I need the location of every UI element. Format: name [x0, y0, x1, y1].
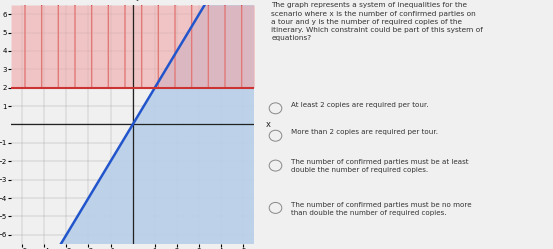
Text: The number of confirmed parties must be at least
double the number of required c: The number of confirmed parties must be …	[291, 159, 469, 173]
Text: x: x	[265, 120, 270, 129]
Text: y: y	[136, 0, 141, 1]
Text: The graph represents a system of inequalities for the
scenario where x is the nu: The graph represents a system of inequal…	[271, 2, 483, 42]
Text: At least 2 copies are required per tour.: At least 2 copies are required per tour.	[291, 102, 429, 108]
Text: The number of confirmed parties must be no more
than double the number of requir: The number of confirmed parties must be …	[291, 202, 472, 216]
Text: More than 2 copies are required per tour.: More than 2 copies are required per tour…	[291, 129, 439, 135]
